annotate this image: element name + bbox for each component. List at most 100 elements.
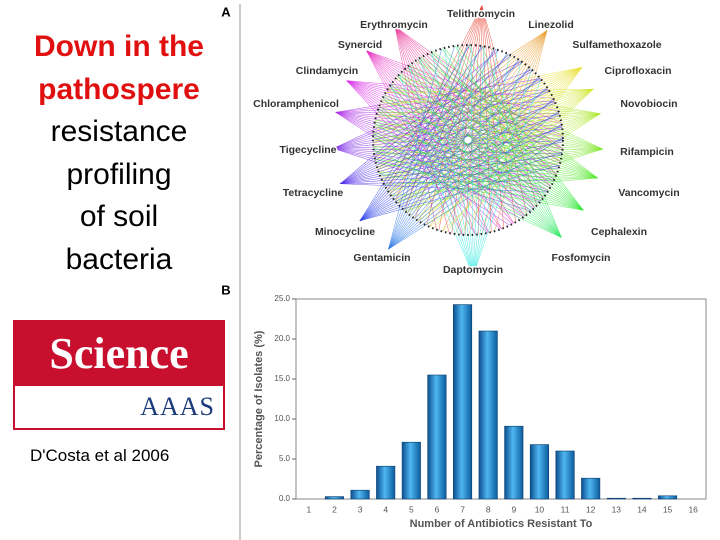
edge — [388, 76, 539, 250]
edge — [395, 78, 603, 150]
bar — [376, 465, 396, 500]
edge — [384, 94, 598, 179]
edge — [390, 177, 598, 196]
node-label: Daptomycin — [443, 264, 503, 276]
title-line: bacteria — [65, 242, 173, 276]
edge — [388, 86, 548, 250]
bar — [453, 304, 473, 500]
edge — [429, 52, 562, 238]
title-line: profiling — [66, 157, 172, 191]
node-label: Ciprofloxacin — [604, 65, 671, 77]
title-line: resistance — [50, 115, 188, 148]
node-label: Cephalexin — [591, 226, 647, 238]
edge — [455, 45, 562, 238]
edge — [373, 147, 584, 211]
edge — [335, 112, 560, 167]
node-label: Gentamicin — [353, 252, 410, 264]
edge — [333, 148, 549, 192]
edge — [388, 45, 456, 250]
y-tick-label: 20.0 — [274, 334, 290, 343]
x-tick-label: 9 — [511, 504, 516, 514]
bar — [581, 477, 601, 500]
edge — [374, 121, 584, 211]
edge — [346, 80, 564, 137]
edge — [399, 74, 474, 276]
edge — [333, 148, 541, 203]
edge — [359, 44, 471, 222]
bar — [427, 374, 447, 500]
edge — [383, 96, 584, 211]
edge — [378, 171, 598, 179]
edge — [335, 112, 522, 219]
edge — [390, 84, 474, 276]
edge — [335, 100, 555, 113]
edge — [394, 26, 463, 235]
edge — [335, 112, 555, 179]
bar — [606, 497, 626, 500]
edge — [472, 46, 485, 275]
slide-title: Down in the pathospere resistance profil… — [0, 26, 238, 281]
edge — [376, 148, 603, 167]
edge — [444, 47, 474, 275]
citation: D'Costa et al 2006 — [30, 446, 170, 465]
x-tick-label: 7 — [460, 504, 465, 514]
node-label: Tetracycline — [283, 187, 344, 199]
edge — [388, 123, 562, 250]
edge — [359, 46, 484, 222]
edge — [472, 69, 532, 275]
edge — [399, 73, 598, 179]
x-tick-label: 3 — [358, 504, 363, 514]
edge — [431, 52, 584, 211]
edge — [472, 78, 541, 275]
node-label: Erythromycin — [360, 19, 428, 31]
edge — [340, 183, 548, 193]
edge — [335, 112, 564, 140]
logo-publisher: AAAS — [140, 392, 215, 421]
edge — [472, 49, 498, 275]
edge — [387, 148, 603, 192]
node-label: Sulfamethoxazole — [572, 39, 661, 51]
edge — [397, 75, 562, 238]
node-label: Fosfomycin — [552, 252, 611, 264]
edge — [419, 57, 584, 211]
edge — [335, 112, 542, 202]
node-label: Telithromycin — [447, 8, 515, 20]
y-tick-label: 25.0 — [274, 294, 290, 303]
y-tick-label: 10.0 — [274, 414, 290, 423]
x-tick-label: 10 — [535, 504, 545, 514]
bar — [324, 496, 344, 500]
edge — [387, 89, 603, 150]
edge — [457, 45, 474, 275]
edges — [333, 5, 603, 276]
edge — [429, 30, 548, 228]
x-tick-label: 15 — [663, 504, 673, 514]
x-tick-label: 1 — [306, 504, 311, 514]
edge — [377, 112, 601, 114]
x-tick-label: 2 — [332, 504, 337, 514]
edge — [340, 61, 523, 184]
x-tick-label: 4 — [383, 504, 388, 514]
bar — [504, 425, 524, 500]
bar — [632, 497, 652, 500]
edge — [340, 90, 550, 184]
x-tick-label: 5 — [409, 504, 414, 514]
y-axis-label: Percentage of Isolates (%) — [253, 330, 265, 467]
edge — [431, 52, 474, 275]
edge — [374, 123, 562, 238]
x-tick-label: 13 — [612, 504, 622, 514]
edge — [397, 88, 594, 205]
edge — [419, 57, 474, 275]
edge — [408, 65, 474, 275]
panel-label: B — [221, 282, 230, 297]
edge — [359, 53, 509, 222]
edge — [383, 177, 598, 185]
edge — [388, 136, 564, 250]
node-label: Tigecycline — [279, 144, 336, 156]
edge — [335, 88, 549, 113]
bar — [350, 489, 370, 500]
edge — [432, 51, 598, 179]
edge — [468, 44, 562, 238]
edge — [388, 53, 507, 250]
edge — [340, 70, 533, 184]
science-logo: Science AAAS — [13, 320, 225, 430]
